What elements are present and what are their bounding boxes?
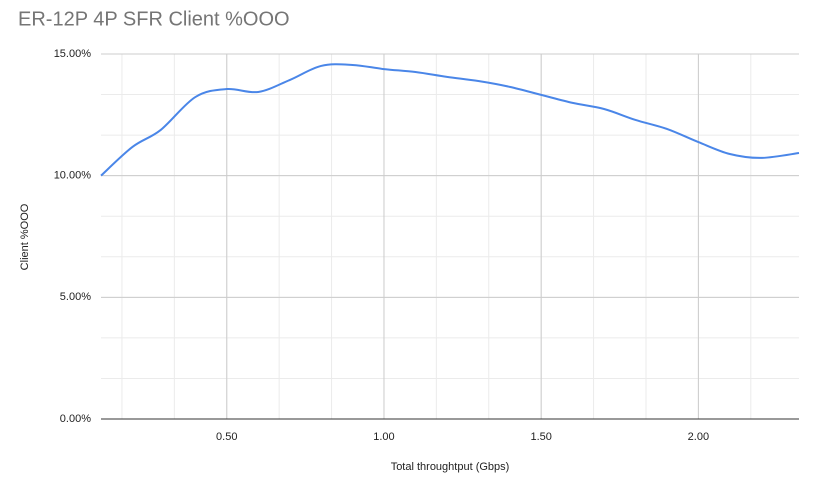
y-tick-label: 5.00%	[60, 291, 91, 303]
line-series	[100, 63, 800, 177]
y-tick-label: 0.00%	[60, 413, 91, 425]
y-axis-label: Client %OOO	[19, 203, 31, 270]
y-tick-label: 15.00%	[54, 48, 92, 60]
x-tick-label: 1.00	[373, 431, 394, 443]
x-tick-label: 1.50	[530, 431, 551, 443]
y-tick-label: 10.00%	[54, 170, 92, 182]
x-axis-label: Total throughtput (Gbps)	[391, 461, 510, 473]
chart-title: ER-12P 4P SFR Client %OOO	[18, 8, 290, 30]
x-tick-label: 0.50	[216, 431, 237, 443]
x-tick-label: 2.00	[688, 431, 709, 443]
